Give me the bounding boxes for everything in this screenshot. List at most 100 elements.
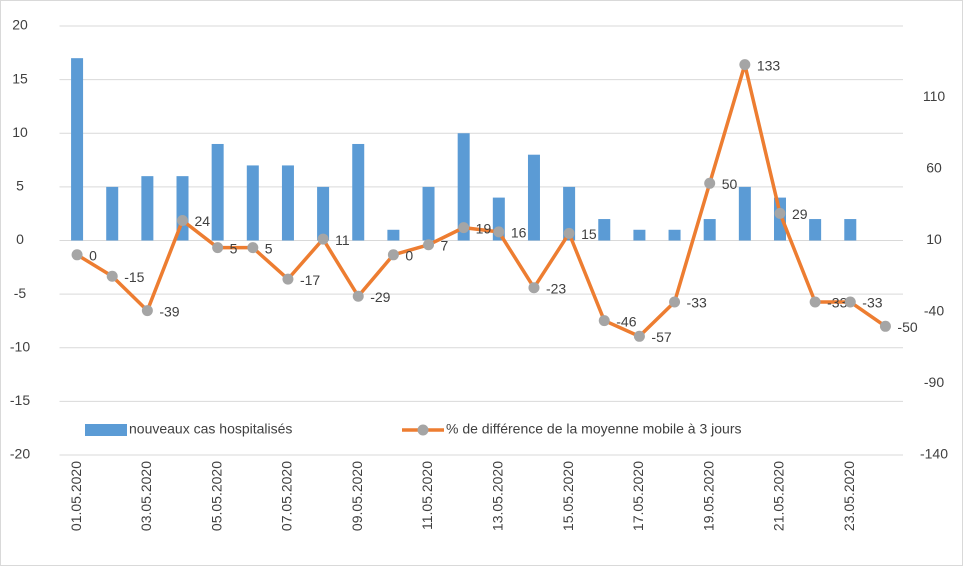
bar [563, 186, 576, 241]
marker [71, 249, 83, 261]
y2-tick-label: -90 [924, 374, 944, 390]
x-tick-label: 07.05.2020 [279, 461, 295, 531]
data-label: 0 [405, 248, 413, 264]
bar [106, 186, 119, 241]
x-tick-label: 09.05.2020 [349, 461, 365, 531]
y-tick-label: -10 [10, 338, 30, 354]
marker [704, 177, 716, 189]
marker [528, 282, 540, 294]
bar [71, 58, 84, 241]
y2-tick-label: 10 [926, 231, 942, 247]
marker [493, 226, 505, 238]
x-tick-label: 11.05.2020 [419, 461, 435, 530]
y-tick-label: 15 [12, 70, 28, 86]
data-label: -33 [862, 295, 882, 311]
marker [458, 222, 470, 234]
legend-marker [417, 424, 429, 436]
bar [457, 133, 470, 241]
data-label: 7 [441, 237, 449, 253]
data-label: -17 [300, 272, 320, 288]
legend-label: % de différence de la moyenne mobile à 3… [446, 421, 741, 437]
data-label: -57 [651, 329, 671, 345]
y-tick-label: 10 [12, 124, 28, 140]
marker [739, 59, 751, 71]
x-tick-label: 21.05.2020 [771, 461, 787, 531]
y2-tick-label: 60 [926, 160, 942, 176]
data-label: -15 [124, 269, 144, 285]
bar [633, 229, 646, 241]
y-tick-label: 0 [16, 231, 24, 247]
x-tick-label: 05.05.2020 [208, 461, 224, 531]
bar [211, 143, 224, 241]
x-tick-label: 13.05.2020 [490, 461, 506, 531]
bar [141, 176, 154, 241]
data-label: 29 [792, 206, 808, 222]
marker [282, 273, 294, 285]
x-tick-label: 23.05.2020 [841, 461, 857, 531]
data-label: -33 [827, 295, 847, 311]
marker [423, 239, 435, 251]
data-label: 11 [335, 232, 350, 248]
data-label: 133 [757, 57, 781, 73]
legend-label: nouveaux cas hospitalisés [129, 421, 292, 437]
y-tick-label: 5 [16, 178, 24, 194]
x-tick-label: 17.05.2020 [630, 461, 646, 531]
data-label: 24 [195, 213, 211, 229]
marker [387, 249, 399, 261]
marker [352, 290, 364, 302]
marker [809, 296, 821, 308]
data-label: 0 [89, 248, 97, 264]
bar [246, 165, 259, 241]
marker [633, 330, 645, 342]
x-tick-label: 03.05.2020 [138, 461, 154, 531]
y-tick-label: -5 [14, 285, 27, 301]
y-tick-label: -20 [10, 446, 30, 462]
marker [598, 315, 610, 327]
marker [669, 296, 681, 308]
data-label: 16 [511, 225, 527, 241]
bar [738, 186, 751, 241]
bar [422, 186, 435, 241]
data-label: -29 [370, 289, 390, 305]
y2-tick-label: -140 [920, 446, 948, 462]
marker [247, 242, 259, 254]
marker [844, 296, 856, 308]
data-label: 5 [265, 240, 273, 256]
bar [844, 219, 857, 241]
bar [317, 186, 330, 241]
y2-tick-label: 110 [923, 88, 946, 104]
y2-tick-label: -40 [924, 303, 944, 319]
bar [598, 219, 611, 241]
marker [177, 214, 189, 226]
bar [352, 143, 365, 241]
bar [527, 154, 540, 241]
bar [809, 219, 822, 241]
data-label: -23 [546, 280, 566, 296]
y-tick-label: -15 [10, 392, 30, 408]
marker [106, 270, 118, 282]
data-label: 5 [230, 240, 238, 256]
data-label: 15 [581, 226, 597, 242]
data-label: 19 [476, 220, 492, 236]
data-label: -46 [616, 313, 636, 329]
marker [317, 233, 329, 245]
bar [773, 197, 786, 241]
bar [668, 229, 681, 241]
data-label: -33 [687, 295, 707, 311]
x-tick-label: 19.05.2020 [700, 461, 716, 531]
legend-swatch [85, 424, 127, 436]
y-tick-label: 20 [12, 17, 28, 33]
bar [281, 165, 294, 241]
marker [879, 320, 891, 332]
x-tick-label: 01.05.2020 [68, 461, 84, 531]
marker [141, 305, 153, 317]
bar [387, 229, 400, 241]
marker [774, 207, 786, 219]
data-label: 50 [722, 176, 738, 192]
data-label: -39 [159, 303, 179, 319]
x-tick-label: 15.05.2020 [560, 461, 576, 531]
data-label: -50 [897, 319, 917, 335]
line [76, 62, 887, 339]
